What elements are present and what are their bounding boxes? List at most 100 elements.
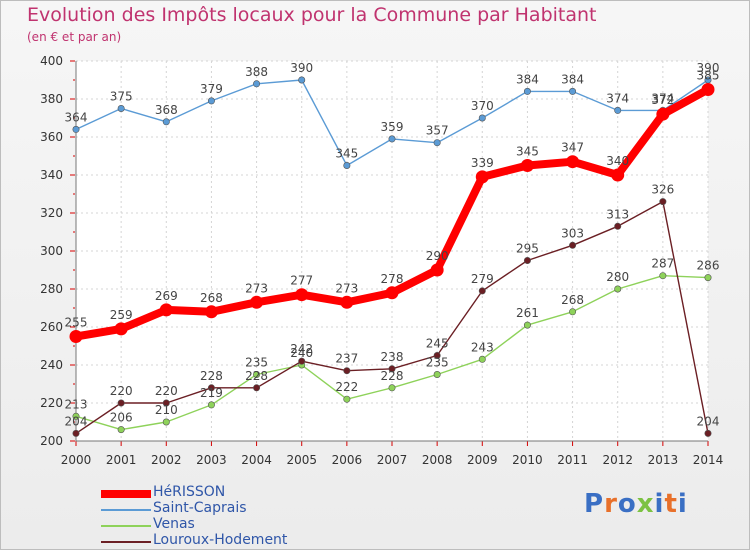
series-labels: 255 259 269 268 273 277 273 278 290 339 345 347 340 3… <box>65 61 720 428</box>
data-label-3: 245 <box>426 337 449 351</box>
data-point-2 <box>433 370 441 378</box>
data-label-0: 290 <box>426 249 449 263</box>
data-point-2 <box>207 401 215 409</box>
data-label-2: 222 <box>335 380 358 394</box>
y-tick-label: 260 <box>40 320 63 334</box>
data-point-0 <box>566 155 580 169</box>
data-point-0 <box>204 305 218 319</box>
data-point-1 <box>614 106 622 114</box>
logo-letter: t <box>664 489 678 519</box>
data-label-1: 368 <box>155 103 178 117</box>
data-label-2: 228 <box>381 369 404 383</box>
data-label-2: 268 <box>561 293 584 307</box>
data-label-2: 219 <box>200 386 223 400</box>
data-label-0: 269 <box>155 289 178 303</box>
data-point-3 <box>162 399 170 407</box>
data-label-0: 255 <box>65 316 88 330</box>
logo-letter: P <box>584 489 605 519</box>
data-point-2 <box>704 274 712 282</box>
x-tick-label: 2000 <box>61 453 92 467</box>
data-label-2: 287 <box>651 257 674 271</box>
x-tick-label: 2001 <box>106 453 137 467</box>
data-point-3 <box>569 241 577 249</box>
logo-letter: r <box>604 489 618 519</box>
data-point-3 <box>253 384 261 392</box>
data-point-1 <box>343 162 351 170</box>
logo-letter: i <box>677 489 688 519</box>
data-label-1: 384 <box>561 72 584 86</box>
data-label-3: 220 <box>155 384 178 398</box>
data-label-3: 313 <box>606 207 629 221</box>
y-tick-label: 320 <box>40 206 63 220</box>
data-point-2 <box>388 384 396 392</box>
data-point-3 <box>388 365 396 373</box>
data-point-1 <box>433 139 441 147</box>
data-label-3: 242 <box>290 342 313 356</box>
data-point-1 <box>162 118 170 126</box>
data-label-1: 364 <box>65 110 88 124</box>
data-label-3: 204 <box>697 414 720 428</box>
x-tick-label: 2011 <box>557 453 588 467</box>
data-point-0 <box>520 159 534 172</box>
data-point-2 <box>253 370 261 378</box>
data-label-3: 220 <box>110 384 133 398</box>
data-label-2: 286 <box>697 259 720 273</box>
data-label-3: 303 <box>561 226 584 240</box>
data-point-0 <box>114 322 128 336</box>
y-tick-label: 400 <box>40 54 63 68</box>
data-point-3 <box>207 384 215 392</box>
data-point-3 <box>659 198 667 206</box>
logo-letter: o <box>617 489 637 519</box>
data-label-2: 261 <box>516 306 539 320</box>
data-point-3 <box>117 399 125 407</box>
data-point-3 <box>614 222 622 230</box>
legend-swatch <box>101 490 151 498</box>
data-label-0: 339 <box>471 156 494 170</box>
data-point-1 <box>569 87 577 95</box>
data-point-3 <box>298 357 306 365</box>
data-label-0: 273 <box>335 281 358 295</box>
x-tick-label: 2007 <box>377 453 408 467</box>
data-point-0 <box>295 288 309 302</box>
data-label-1: 359 <box>381 120 404 134</box>
data-label-3: 228 <box>200 369 223 383</box>
proxiti-logo: Proxiti <box>584 489 688 519</box>
y-tick-label: 200 <box>40 434 63 448</box>
data-label-0: 277 <box>290 274 313 288</box>
data-point-2 <box>117 426 125 434</box>
data-point-0 <box>475 170 489 184</box>
data-label-1: 390 <box>290 61 313 75</box>
data-point-3 <box>523 256 531 264</box>
data-point-1 <box>388 135 396 143</box>
x-tick-label: 2006 <box>332 453 363 467</box>
data-point-2 <box>614 285 622 293</box>
data-label-0: 278 <box>381 272 404 286</box>
data-point-1 <box>298 76 306 84</box>
data-label-0: 385 <box>697 69 720 83</box>
data-label-1: 357 <box>426 124 449 138</box>
data-label-0: 372 <box>651 93 674 107</box>
data-label-2: 235 <box>245 356 268 370</box>
data-label-3: 238 <box>381 350 404 364</box>
data-label-3: 295 <box>516 242 539 256</box>
x-tick-label: 2008 <box>422 453 453 467</box>
data-point-2 <box>72 412 80 420</box>
data-label-1: 390 <box>697 61 720 75</box>
series-points <box>69 76 715 437</box>
axes: 200 220 240 260 280 300 320 340 360 380 400 2000 200… <box>40 54 723 467</box>
data-label-3: 279 <box>471 272 494 286</box>
legend-label: Saint-Caprais <box>153 500 247 516</box>
data-label-3: 204 <box>65 414 88 428</box>
data-label-3: 228 <box>245 369 268 383</box>
data-point-1 <box>253 80 261 88</box>
data-label-0: 345 <box>516 145 539 159</box>
legend-label: HéRISSON <box>153 484 226 500</box>
data-point-1 <box>72 125 80 133</box>
data-point-3 <box>704 429 712 437</box>
data-point-0 <box>69 330 83 343</box>
data-label-0: 259 <box>110 308 133 322</box>
grid <box>75 60 709 442</box>
x-tick-label: 2005 <box>286 453 317 467</box>
data-point-0 <box>159 303 173 317</box>
